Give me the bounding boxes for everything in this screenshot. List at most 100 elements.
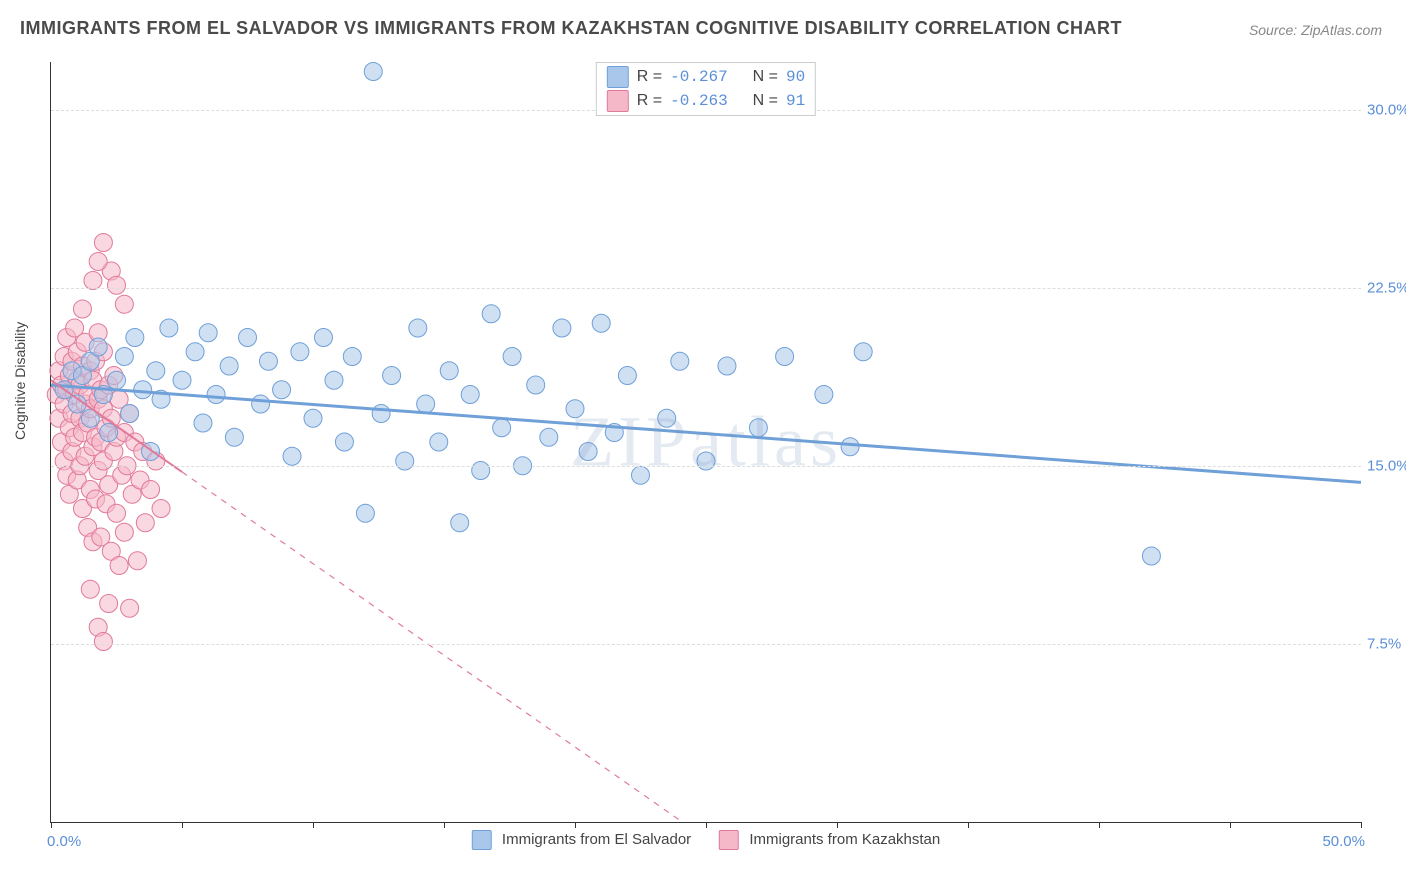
data-point-el_salvador xyxy=(115,348,133,366)
data-point-el_salvador xyxy=(461,386,479,404)
data-point-el_salvador xyxy=(409,319,427,337)
legend-swatch-2 xyxy=(719,830,739,850)
y-tick-label: 15.0% xyxy=(1367,457,1406,474)
data-point-el_salvador xyxy=(592,314,610,332)
data-point-kazakhstan xyxy=(115,523,133,541)
legend-n-value-2: 91 xyxy=(786,89,805,113)
legend-n-label-2 xyxy=(736,89,745,113)
data-point-el_salvador xyxy=(126,329,144,347)
data-point-el_salvador xyxy=(841,438,859,456)
data-point-kazakhstan xyxy=(152,500,170,518)
data-point-kazakhstan xyxy=(108,276,126,294)
data-point-el_salvador xyxy=(134,381,152,399)
data-point-el_salvador xyxy=(482,305,500,323)
data-point-el_salvador xyxy=(671,352,689,370)
x-tick xyxy=(313,822,314,828)
data-point-el_salvador xyxy=(121,405,139,423)
x-tick xyxy=(837,822,838,828)
grid-line-h xyxy=(51,466,1361,467)
legend-swatch-1 xyxy=(472,830,492,850)
data-point-kazakhstan xyxy=(108,504,126,522)
legend-item-1: Immigrants from El Salvador xyxy=(472,830,691,850)
legend-r-value-2: -0.263 xyxy=(670,89,728,113)
data-point-el_salvador xyxy=(225,428,243,446)
data-point-el_salvador xyxy=(199,324,217,342)
data-point-el_salvador xyxy=(451,514,469,532)
scatter-svg xyxy=(51,62,1361,822)
legend-swatch-pink xyxy=(607,90,629,112)
grid-line-h xyxy=(51,644,1361,645)
data-point-el_salvador xyxy=(343,348,361,366)
x-tick xyxy=(575,822,576,828)
data-point-el_salvador xyxy=(291,343,309,361)
chart-title: IMMIGRANTS FROM EL SALVADOR VS IMMIGRANT… xyxy=(20,18,1122,39)
y-tick-label: 30.0% xyxy=(1367,101,1406,118)
data-point-el_salvador xyxy=(430,433,448,451)
data-point-el_salvador xyxy=(553,319,571,337)
data-point-kazakhstan xyxy=(128,552,146,570)
data-point-el_salvador xyxy=(325,371,343,389)
data-point-el_salvador xyxy=(776,348,794,366)
data-point-el_salvador xyxy=(749,419,767,437)
data-point-el_salvador xyxy=(273,381,291,399)
data-point-el_salvador xyxy=(283,447,301,465)
data-point-el_salvador xyxy=(239,329,257,347)
data-point-el_salvador xyxy=(314,329,332,347)
legend-stats-row-1: R = -0.267 N = 90 xyxy=(607,65,805,89)
data-point-el_salvador xyxy=(697,452,715,470)
data-point-el_salvador xyxy=(356,504,374,522)
data-point-kazakhstan xyxy=(73,300,91,318)
data-point-el_salvador xyxy=(396,452,414,470)
data-point-el_salvador xyxy=(383,367,401,385)
x-tick xyxy=(968,822,969,828)
legend-n-value-1: 90 xyxy=(786,65,805,89)
y-axis-label: Cognitive Disability xyxy=(12,322,28,440)
y-tick-label: 7.5% xyxy=(1367,635,1406,652)
legend-n-label-2b: N = xyxy=(753,89,778,113)
x-tick xyxy=(1099,822,1100,828)
data-point-kazakhstan xyxy=(94,234,112,252)
data-point-kazakhstan xyxy=(121,599,139,617)
data-point-el_salvador xyxy=(304,409,322,427)
data-point-kazakhstan xyxy=(94,633,112,651)
plot-area: ZIPatlas R = -0.267 N = 90 R = -0.263 N … xyxy=(50,62,1361,823)
data-point-el_salvador xyxy=(658,409,676,427)
data-point-el_salvador xyxy=(108,371,126,389)
legend-label-1: Immigrants from El Salvador xyxy=(502,831,691,848)
data-point-kazakhstan xyxy=(100,595,118,613)
x-axis-min-label: 0.0% xyxy=(47,833,81,850)
data-point-el_salvador xyxy=(815,386,833,404)
x-tick xyxy=(444,822,445,828)
data-point-el_salvador xyxy=(718,357,736,375)
data-point-el_salvador xyxy=(540,428,558,446)
data-point-el_salvador xyxy=(220,357,238,375)
data-point-el_salvador xyxy=(207,386,225,404)
legend-r-value-1: -0.267 xyxy=(670,65,728,89)
trend-line-kazakhstan-dashed xyxy=(182,472,682,822)
data-point-kazakhstan xyxy=(89,253,107,271)
data-point-el_salvador xyxy=(527,376,545,394)
y-tick-label: 22.5% xyxy=(1367,279,1406,296)
data-point-el_salvador xyxy=(493,419,511,437)
data-point-el_salvador xyxy=(186,343,204,361)
x-tick xyxy=(1361,822,1362,828)
data-point-el_salvador xyxy=(364,63,382,81)
data-point-el_salvador xyxy=(173,371,191,389)
x-tick xyxy=(51,822,52,828)
data-point-kazakhstan xyxy=(136,514,154,532)
data-point-kazakhstan xyxy=(142,481,160,499)
source-attribution: Source: ZipAtlas.com xyxy=(1249,22,1382,38)
x-tick xyxy=(706,822,707,828)
data-point-el_salvador xyxy=(417,395,435,413)
legend-r-label-2: R = xyxy=(637,89,662,113)
legend-label-2: Immigrants from Kazakhstan xyxy=(749,831,940,848)
grid-line-h xyxy=(51,288,1361,289)
data-point-el_salvador xyxy=(335,433,353,451)
data-point-el_salvador xyxy=(472,462,490,480)
data-point-el_salvador xyxy=(579,443,597,461)
legend-r-label-1: R = xyxy=(637,65,662,89)
data-point-el_salvador xyxy=(372,405,390,423)
data-point-kazakhstan xyxy=(110,557,128,575)
data-point-el_salvador xyxy=(566,400,584,418)
data-point-el_salvador xyxy=(160,319,178,337)
